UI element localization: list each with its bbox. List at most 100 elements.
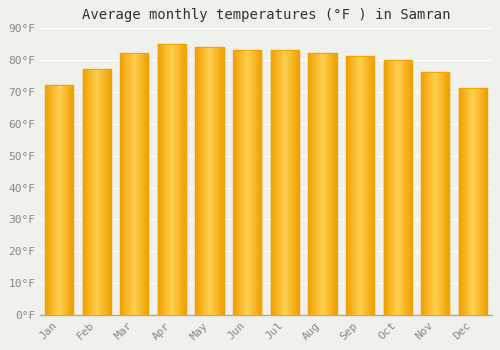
- Bar: [446, 72, 448, 315]
- Bar: [346, 56, 348, 315]
- Bar: [484, 89, 485, 315]
- Bar: [277, 50, 278, 315]
- Bar: [440, 72, 441, 315]
- Bar: [67, 85, 68, 315]
- Bar: [257, 50, 258, 315]
- Bar: [246, 50, 247, 315]
- Bar: [424, 72, 426, 315]
- Bar: [485, 89, 486, 315]
- Bar: [179, 44, 180, 315]
- Bar: [321, 53, 322, 315]
- Bar: [309, 53, 310, 315]
- Bar: [346, 56, 374, 315]
- Bar: [465, 89, 466, 315]
- Bar: [240, 50, 241, 315]
- Bar: [355, 56, 356, 315]
- Bar: [409, 60, 410, 315]
- Bar: [293, 50, 294, 315]
- Bar: [368, 56, 369, 315]
- Bar: [220, 47, 221, 315]
- Bar: [137, 53, 138, 315]
- Bar: [482, 89, 483, 315]
- Bar: [181, 44, 182, 315]
- Bar: [82, 69, 84, 315]
- Bar: [310, 53, 311, 315]
- Bar: [84, 69, 86, 315]
- Bar: [370, 56, 372, 315]
- Bar: [430, 72, 431, 315]
- Bar: [66, 85, 67, 315]
- Bar: [243, 50, 244, 315]
- Bar: [184, 44, 186, 315]
- Bar: [130, 53, 131, 315]
- Bar: [447, 72, 448, 315]
- Bar: [260, 50, 262, 315]
- Bar: [388, 60, 389, 315]
- Bar: [98, 69, 99, 315]
- Bar: [59, 85, 60, 315]
- Bar: [404, 60, 406, 315]
- Bar: [256, 50, 257, 315]
- Bar: [120, 53, 148, 315]
- Bar: [369, 56, 370, 315]
- Bar: [209, 47, 210, 315]
- Bar: [145, 53, 146, 315]
- Bar: [108, 69, 110, 315]
- Bar: [402, 60, 404, 315]
- Bar: [352, 56, 353, 315]
- Bar: [60, 85, 61, 315]
- Bar: [411, 60, 412, 315]
- Bar: [71, 85, 72, 315]
- Bar: [242, 50, 243, 315]
- Bar: [144, 53, 145, 315]
- Bar: [384, 60, 411, 315]
- Bar: [410, 60, 411, 315]
- Bar: [365, 56, 366, 315]
- Bar: [45, 85, 46, 315]
- Bar: [358, 56, 360, 315]
- Bar: [477, 89, 478, 315]
- Bar: [196, 47, 224, 315]
- Bar: [214, 47, 215, 315]
- Bar: [92, 69, 93, 315]
- Bar: [52, 85, 54, 315]
- Bar: [245, 50, 246, 315]
- Bar: [223, 47, 224, 315]
- Bar: [399, 60, 400, 315]
- Bar: [432, 72, 433, 315]
- Bar: [159, 44, 160, 315]
- Bar: [408, 60, 409, 315]
- Bar: [142, 53, 143, 315]
- Bar: [55, 85, 56, 315]
- Bar: [88, 69, 89, 315]
- Bar: [279, 50, 280, 315]
- Bar: [407, 60, 408, 315]
- Bar: [199, 47, 200, 315]
- Bar: [486, 89, 487, 315]
- Bar: [48, 85, 49, 315]
- Bar: [130, 53, 132, 315]
- Bar: [89, 69, 90, 315]
- Bar: [328, 53, 330, 315]
- Bar: [316, 53, 317, 315]
- Bar: [350, 56, 351, 315]
- Bar: [248, 50, 250, 315]
- Bar: [45, 85, 73, 315]
- Bar: [252, 50, 253, 315]
- Bar: [400, 60, 401, 315]
- Bar: [461, 89, 462, 315]
- Bar: [284, 50, 286, 315]
- Bar: [107, 69, 108, 315]
- Bar: [247, 50, 248, 315]
- Bar: [384, 60, 385, 315]
- Bar: [479, 89, 480, 315]
- Bar: [445, 72, 446, 315]
- Bar: [392, 60, 394, 315]
- Bar: [406, 60, 407, 315]
- Bar: [296, 50, 297, 315]
- Bar: [196, 47, 197, 315]
- Bar: [458, 89, 460, 315]
- Bar: [62, 85, 64, 315]
- Bar: [332, 53, 333, 315]
- Bar: [467, 89, 468, 315]
